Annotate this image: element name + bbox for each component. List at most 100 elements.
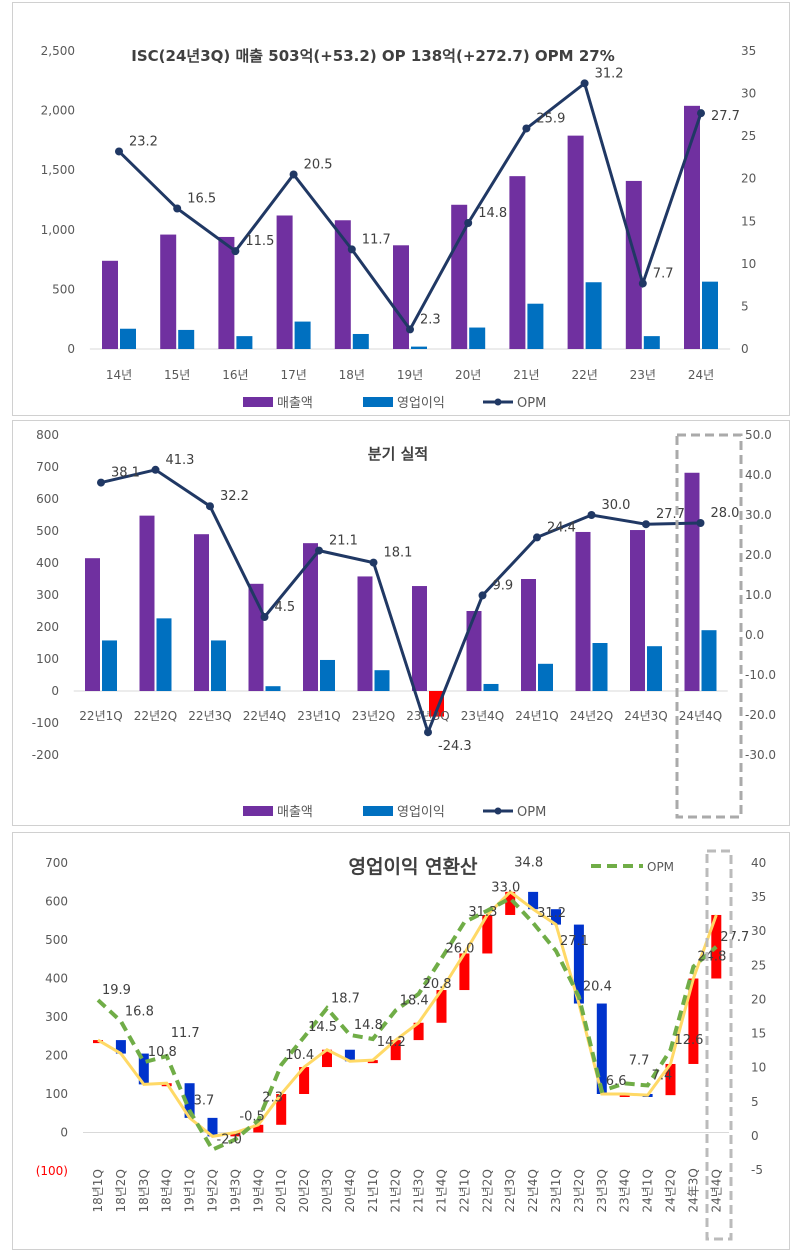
op-bar bbox=[178, 329, 195, 349]
waterfall-bar bbox=[115, 1040, 126, 1054]
x-tick-label: 24년4Q bbox=[679, 709, 722, 723]
legend-swatch bbox=[243, 397, 273, 407]
legend-swatch bbox=[243, 806, 273, 816]
op-bar bbox=[120, 328, 136, 349]
opm-data-label: 18.1 bbox=[384, 546, 413, 561]
y2-tick-label: 40 bbox=[751, 856, 766, 870]
waterfall-bar bbox=[207, 1117, 218, 1137]
x-tick-label: 24년 bbox=[688, 368, 714, 382]
revenue-bar bbox=[194, 534, 209, 691]
opm-point bbox=[696, 519, 705, 527]
op-bar bbox=[585, 282, 602, 349]
x-tick-label: 21년 bbox=[513, 368, 539, 382]
x-tick-label: 16년 bbox=[222, 368, 248, 382]
y-tick-label: 200 bbox=[45, 1049, 68, 1063]
waterfall-bar bbox=[184, 1083, 195, 1118]
y2-tick-label: 25 bbox=[741, 129, 756, 143]
opm-point bbox=[289, 170, 298, 179]
x-tick-label: 22년3Q bbox=[188, 709, 231, 723]
opm-point bbox=[369, 558, 378, 567]
y2-tick-label: 30 bbox=[751, 924, 766, 938]
legend-swatch bbox=[363, 806, 393, 816]
revenue-bar bbox=[521, 579, 536, 691]
y-tick-label: 500 bbox=[36, 524, 59, 538]
x-tick-label: 22년4Q bbox=[243, 709, 286, 723]
waterfall-bar bbox=[413, 1022, 424, 1041]
op-bar bbox=[411, 346, 427, 349]
opm-point bbox=[97, 478, 105, 487]
opm-data-label: 18.4 bbox=[400, 993, 429, 1008]
revenue-bar bbox=[102, 260, 118, 349]
y-tick-label: -200 bbox=[32, 748, 59, 762]
x-tick-label: 20년4Q bbox=[343, 1169, 357, 1212]
y2-tick-label: -5 bbox=[751, 1163, 763, 1177]
y-tick-label: 800 bbox=[36, 428, 59, 442]
opm-data-label: 27.1 bbox=[560, 934, 589, 949]
annualized-op-chart-panel: (100) 0 100 200 300 400 500 600 700 -5 0 5 10 15 20 25 3… bbox=[12, 832, 790, 1250]
opm-point bbox=[173, 204, 182, 213]
x-tick-label: 19년4Q bbox=[251, 1169, 265, 1212]
opm-data-label: 26.0 bbox=[446, 941, 475, 956]
legend-label: 매출액 bbox=[277, 805, 313, 820]
waterfall-bar bbox=[138, 1053, 149, 1085]
y2-tick-label: 30.0 bbox=[745, 508, 772, 522]
y2-tick-label: 50.0 bbox=[745, 428, 772, 442]
y2-tick-label: 5 bbox=[751, 1095, 759, 1109]
revenue-bar bbox=[303, 543, 318, 691]
op-bar bbox=[483, 683, 499, 691]
opm-data-label: 27.7 bbox=[720, 930, 749, 945]
waterfall-bar bbox=[505, 891, 516, 915]
y-tick-label: 300 bbox=[45, 1010, 68, 1024]
x-tick-label: 20년3Q bbox=[320, 1169, 334, 1212]
revenue-bar bbox=[218, 236, 235, 349]
x-tick-label: 18년1Q bbox=[91, 1169, 105, 1212]
opm-data-label: 28.0 bbox=[711, 506, 740, 521]
y2-tick-label: 0 bbox=[751, 1129, 759, 1143]
x-tick-label: 24년1Q bbox=[641, 1169, 655, 1212]
waterfall-bar bbox=[390, 1040, 401, 1061]
legend-swatch bbox=[363, 397, 393, 407]
opm-data-label: 20.8 bbox=[423, 977, 452, 992]
waterfall-bar bbox=[344, 1049, 355, 1062]
opm-data-label: 11.7 bbox=[171, 1026, 200, 1041]
opm-point bbox=[151, 465, 160, 474]
revenue-bar bbox=[466, 611, 482, 691]
x-tick-label: 23년3Q bbox=[406, 709, 449, 723]
op-bar bbox=[592, 643, 608, 691]
y-tick-label: 400 bbox=[45, 972, 68, 986]
y-tick-label: 600 bbox=[45, 895, 68, 909]
x-tick-label: 23년2Q bbox=[352, 709, 395, 723]
revenue-bar bbox=[625, 180, 642, 349]
x-tick-label: 19년 bbox=[397, 368, 423, 382]
op-bar bbox=[643, 336, 660, 349]
legend-marker bbox=[494, 398, 502, 406]
op-bar bbox=[352, 333, 369, 349]
annualized-op-chart: (100) 0 100 200 300 400 500 600 700 -5 0 5 10 15 20 25 3… bbox=[36, 849, 766, 1241]
waterfall-bar bbox=[711, 914, 722, 979]
opm-point bbox=[115, 147, 123, 156]
x-tick-label: 20년 bbox=[455, 368, 481, 382]
opm-point bbox=[580, 79, 589, 88]
op-bar bbox=[647, 646, 662, 691]
y-tick-label: 200 bbox=[36, 620, 59, 634]
legend-label: OPM bbox=[517, 805, 546, 820]
x-tick-label: 14년 bbox=[106, 368, 132, 382]
opm-data-label: 34.8 bbox=[514, 855, 543, 870]
x-tick-label: 19년3Q bbox=[228, 1169, 242, 1212]
y2-tick-label: -30.0 bbox=[745, 748, 776, 762]
x-tick-label: 21년3Q bbox=[412, 1169, 426, 1212]
opm-point bbox=[347, 245, 356, 254]
legend-label: OPM bbox=[517, 396, 546, 411]
legend-label: OPM bbox=[647, 860, 674, 874]
quarterly-chart-panel: -200 -100 0 100 200 300 400 500 600 700 800 -30.0 -2… bbox=[12, 420, 790, 826]
x-tick-label: 24년4Q bbox=[709, 1169, 723, 1212]
y2-tick-label: 15 bbox=[751, 1027, 766, 1041]
y-tick-label: 500 bbox=[45, 933, 68, 947]
revenue-bar bbox=[412, 586, 427, 691]
opm-data-label: 14.2 bbox=[377, 1035, 406, 1050]
y-tick-label: 100 bbox=[45, 1087, 68, 1101]
waterfall-bar bbox=[528, 891, 539, 910]
opm-data-label: -24.3 bbox=[438, 739, 472, 754]
opm-data-label: 24.8 bbox=[697, 950, 726, 965]
opm-point bbox=[587, 511, 596, 519]
